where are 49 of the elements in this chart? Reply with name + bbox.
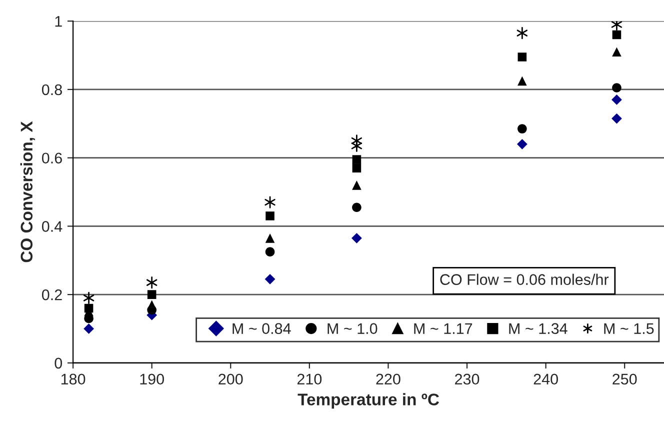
point	[147, 300, 156, 310]
legend-label: M ~ 0.84	[232, 323, 291, 334]
point	[612, 47, 622, 57]
x-tick-label: 200	[218, 374, 243, 385]
point	[146, 276, 158, 289]
point	[516, 138, 528, 150]
point	[83, 292, 94, 304]
point	[84, 324, 94, 334]
point	[265, 247, 275, 256]
x-tick-label: 210	[297, 374, 322, 385]
point	[611, 21, 622, 31]
y-tick-label: 0.6	[42, 152, 62, 164]
y-tick-label: 0.8	[42, 84, 62, 96]
point	[516, 26, 528, 40]
y-tick-label: 1	[55, 16, 62, 27]
legend-label: M ~ 1.5	[604, 323, 654, 334]
point	[518, 124, 527, 134]
point	[352, 232, 362, 244]
legend-label: M ~ 1.34	[509, 323, 568, 334]
legend-label: M ~ 1.17	[414, 323, 472, 334]
x-tick-label: 220	[376, 374, 400, 385]
point	[265, 233, 275, 243]
point	[518, 52, 527, 62]
x-tick-label: 190	[140, 374, 164, 385]
x-tick-label: 230	[455, 374, 480, 385]
x-axis-title: Temperature in ºC	[298, 393, 440, 409]
y-tick-label: 0.2	[42, 289, 62, 300]
point	[518, 76, 527, 86]
annotation: CO Flow = 0.06 moles/hr	[440, 274, 609, 285]
point	[147, 290, 156, 299]
point	[352, 202, 362, 212]
point	[352, 180, 362, 190]
point	[352, 155, 362, 164]
point	[352, 164, 362, 172]
point	[264, 196, 276, 208]
point	[266, 212, 274, 220]
point	[612, 30, 622, 40]
x-tick-label: 240	[534, 374, 558, 385]
y-axis-title: CO Conversion, X	[20, 121, 35, 262]
point	[612, 83, 622, 92]
point	[612, 94, 622, 105]
point	[264, 274, 276, 284]
y-tick-label: 0.4	[42, 221, 62, 232]
point	[84, 304, 94, 313]
point	[612, 113, 622, 124]
x-tick-label: 250	[612, 374, 637, 385]
x-tick-label: 180	[61, 374, 86, 385]
legend-label: M ~ 1.0	[328, 323, 378, 334]
y-tick-label: 0	[54, 358, 62, 369]
